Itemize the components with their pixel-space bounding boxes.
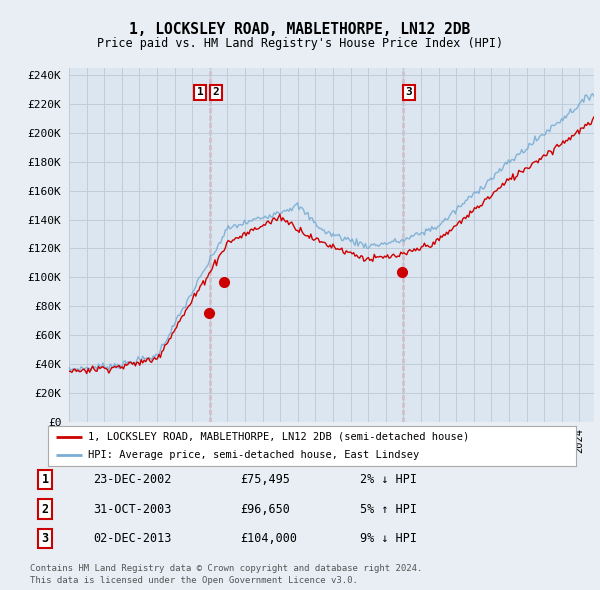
Text: 1: 1 bbox=[197, 87, 203, 97]
Text: 1, LOCKSLEY ROAD, MABLETHORPE, LN12 2DB (semi-detached house): 1, LOCKSLEY ROAD, MABLETHORPE, LN12 2DB … bbox=[88, 432, 469, 442]
Text: 23-DEC-2002: 23-DEC-2002 bbox=[93, 473, 172, 486]
Text: £75,495: £75,495 bbox=[240, 473, 290, 486]
Text: 31-OCT-2003: 31-OCT-2003 bbox=[93, 503, 172, 516]
Text: 3: 3 bbox=[406, 87, 412, 97]
Text: 9% ↓ HPI: 9% ↓ HPI bbox=[360, 532, 417, 545]
Text: This data is licensed under the Open Government Licence v3.0.: This data is licensed under the Open Gov… bbox=[30, 576, 358, 585]
Text: 5% ↑ HPI: 5% ↑ HPI bbox=[360, 503, 417, 516]
Text: 2% ↓ HPI: 2% ↓ HPI bbox=[360, 473, 417, 486]
Text: Price paid vs. HM Land Registry's House Price Index (HPI): Price paid vs. HM Land Registry's House … bbox=[97, 37, 503, 50]
Text: £96,650: £96,650 bbox=[240, 503, 290, 516]
Text: £104,000: £104,000 bbox=[240, 532, 297, 545]
Text: HPI: Average price, semi-detached house, East Lindsey: HPI: Average price, semi-detached house,… bbox=[88, 450, 419, 460]
Text: 2: 2 bbox=[41, 503, 49, 516]
Text: 02-DEC-2013: 02-DEC-2013 bbox=[93, 532, 172, 545]
Text: 2: 2 bbox=[212, 87, 220, 97]
Text: 3: 3 bbox=[41, 532, 49, 545]
Text: 1, LOCKSLEY ROAD, MABLETHORPE, LN12 2DB: 1, LOCKSLEY ROAD, MABLETHORPE, LN12 2DB bbox=[130, 22, 470, 37]
Text: 1: 1 bbox=[41, 473, 49, 486]
Text: Contains HM Land Registry data © Crown copyright and database right 2024.: Contains HM Land Registry data © Crown c… bbox=[30, 565, 422, 573]
